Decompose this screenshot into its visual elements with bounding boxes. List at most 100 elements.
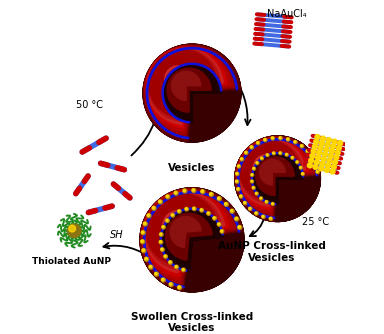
Circle shape <box>169 261 172 264</box>
Circle shape <box>143 222 147 226</box>
Circle shape <box>255 212 258 215</box>
Circle shape <box>314 139 319 144</box>
Circle shape <box>332 139 337 144</box>
Circle shape <box>192 189 194 191</box>
Circle shape <box>140 188 244 292</box>
Circle shape <box>235 136 320 221</box>
Circle shape <box>144 45 240 141</box>
Circle shape <box>165 66 192 93</box>
Circle shape <box>149 265 153 269</box>
Circle shape <box>237 165 240 168</box>
Circle shape <box>263 138 267 142</box>
Circle shape <box>144 45 240 142</box>
Circle shape <box>300 167 301 168</box>
Wedge shape <box>253 154 303 204</box>
Wedge shape <box>166 213 212 260</box>
Circle shape <box>213 217 215 219</box>
Circle shape <box>301 172 304 175</box>
Circle shape <box>235 137 320 221</box>
Circle shape <box>217 223 221 226</box>
Circle shape <box>253 168 255 169</box>
Circle shape <box>235 136 320 221</box>
Circle shape <box>141 188 243 291</box>
Circle shape <box>321 157 326 161</box>
Circle shape <box>300 166 302 169</box>
Circle shape <box>327 158 332 163</box>
Circle shape <box>313 144 317 149</box>
Circle shape <box>141 189 243 291</box>
Circle shape <box>239 195 243 198</box>
Wedge shape <box>171 71 201 101</box>
Wedge shape <box>167 68 211 112</box>
Wedge shape <box>252 154 303 204</box>
Circle shape <box>174 191 178 195</box>
Circle shape <box>162 226 164 228</box>
Circle shape <box>161 278 165 282</box>
Wedge shape <box>170 216 201 247</box>
Circle shape <box>225 203 227 205</box>
Circle shape <box>253 167 255 170</box>
Wedge shape <box>164 65 220 121</box>
Circle shape <box>262 215 265 218</box>
Circle shape <box>171 214 173 216</box>
Text: NaAuCl₄: NaAuCl₄ <box>267 9 306 19</box>
Circle shape <box>272 203 273 204</box>
Circle shape <box>261 157 262 159</box>
Wedge shape <box>163 64 221 122</box>
Circle shape <box>143 44 241 142</box>
Circle shape <box>316 155 321 160</box>
Circle shape <box>160 233 162 235</box>
Circle shape <box>314 160 319 165</box>
Wedge shape <box>143 191 228 277</box>
Circle shape <box>316 171 318 172</box>
Circle shape <box>309 158 314 163</box>
Circle shape <box>331 144 336 149</box>
Circle shape <box>143 44 241 142</box>
Circle shape <box>235 137 320 221</box>
Circle shape <box>333 160 338 164</box>
Wedge shape <box>141 189 240 287</box>
Circle shape <box>319 141 324 146</box>
Circle shape <box>152 206 156 210</box>
Circle shape <box>207 212 210 215</box>
Circle shape <box>302 173 303 174</box>
Circle shape <box>255 212 257 214</box>
Circle shape <box>250 146 253 149</box>
Circle shape <box>248 207 252 210</box>
Circle shape <box>152 207 155 209</box>
Wedge shape <box>162 210 222 270</box>
Circle shape <box>169 283 172 285</box>
Circle shape <box>323 152 328 157</box>
Circle shape <box>166 219 168 221</box>
Circle shape <box>161 248 163 250</box>
Circle shape <box>182 269 184 271</box>
Circle shape <box>171 213 175 217</box>
Wedge shape <box>145 193 221 269</box>
Circle shape <box>324 147 329 152</box>
Circle shape <box>235 136 320 221</box>
Circle shape <box>249 207 251 209</box>
Circle shape <box>217 197 221 201</box>
Circle shape <box>294 141 297 144</box>
Circle shape <box>245 151 248 154</box>
Circle shape <box>265 200 268 203</box>
Circle shape <box>310 154 315 158</box>
Circle shape <box>166 195 170 199</box>
Wedge shape <box>164 65 220 122</box>
Wedge shape <box>252 153 303 204</box>
Circle shape <box>144 222 146 224</box>
Circle shape <box>320 161 325 166</box>
Circle shape <box>141 189 243 291</box>
Circle shape <box>294 141 296 143</box>
Wedge shape <box>253 154 303 204</box>
Circle shape <box>252 186 255 189</box>
Circle shape <box>257 141 260 145</box>
Circle shape <box>209 192 214 196</box>
Circle shape <box>185 208 187 210</box>
Circle shape <box>311 149 316 154</box>
Wedge shape <box>252 153 303 204</box>
Circle shape <box>141 240 145 244</box>
Circle shape <box>235 136 320 221</box>
Circle shape <box>254 155 278 179</box>
Circle shape <box>235 217 237 219</box>
